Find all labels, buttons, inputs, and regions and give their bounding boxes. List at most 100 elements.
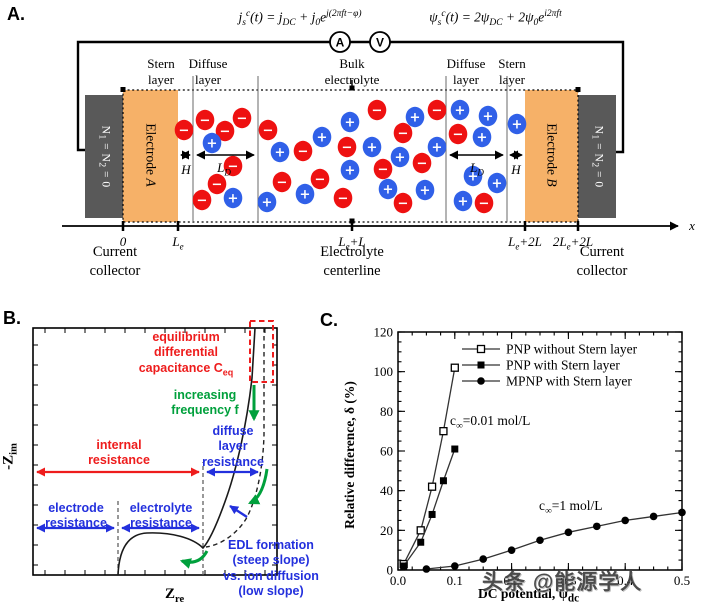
svg-text:+: + [300, 188, 311, 203]
svg-text:−: − [342, 141, 353, 156]
cation-icon: + [507, 113, 527, 135]
svg-text:+: + [477, 131, 488, 146]
axis-tick-le-2l: Le+2L [508, 234, 542, 252]
tick-labels: 0.0 0.1 0.2 0.3 0.4 0.5 0 20 40 60 80 100 120 [374, 325, 691, 589]
diffuse-layer-resistance-annotation: diffuse layer resistance [202, 424, 264, 469]
axis-tick-0: 0 [119, 234, 127, 249]
svg-text:−: − [197, 194, 208, 209]
potential-equation: ψsc(t) = 2ψDC + 2ψ0ei2πft [429, 9, 562, 29]
svg-text:−: − [263, 124, 274, 139]
anion-icon: − [373, 158, 393, 180]
diffuse-layer-label-left: Diffuse layer [188, 56, 228, 87]
collector-condition-right: N1 = N2 = 0 [589, 125, 605, 188]
anion-icon: − [258, 119, 278, 141]
collector-condition-left: N1 = N2 = 0 [96, 125, 112, 188]
svg-text:−: − [432, 104, 443, 119]
capacitance-annotation: equilibrium differential capacitance Ceq [138, 330, 234, 377]
current-collector-left [85, 95, 123, 218]
svg-text:−: − [315, 173, 326, 188]
svg-text:−: − [453, 128, 464, 143]
cation-icon: + [340, 111, 360, 133]
cation-icon: + [295, 183, 315, 205]
cation-icon: + [463, 165, 483, 187]
panel-b-nyquist-plot [32, 320, 278, 576]
svg-text:0.4: 0.4 [617, 573, 634, 588]
debye-length-label-left: LD [217, 160, 231, 178]
panel-b-y-axis-label: -Zim [0, 443, 20, 470]
plot-ticks [33, 328, 277, 575]
anion-icon: − [195, 109, 215, 131]
stern-layer-label-right: Stern layer [498, 56, 526, 87]
svg-text:−: − [237, 112, 248, 127]
watermark: 头条 @能源学人 [482, 571, 643, 594]
svg-text:40: 40 [380, 483, 393, 498]
anion-icon: − [427, 99, 447, 121]
anion-icon: − [333, 187, 353, 209]
svg-text:+: + [275, 146, 286, 161]
impedance-curve [117, 327, 256, 576]
current-collector-caption-right: Current collector [576, 244, 628, 279]
ammeter-icon [329, 31, 351, 53]
anion-icon: − [192, 189, 212, 211]
increasing-frequency-annotation: increasing frequency f [171, 388, 239, 418]
cation-icon: + [340, 159, 360, 181]
capacitance-highlight-box [249, 320, 274, 383]
svg-text:+: + [395, 151, 406, 166]
panel-b-letter: B. [3, 308, 21, 328]
current-collector-right [578, 95, 616, 218]
electrolyte-centerline-caption: Electrolyte centerline [320, 244, 384, 279]
cation-icon: + [312, 126, 332, 148]
x-axis-ticks [121, 221, 580, 231]
cation-icon: + [223, 187, 243, 209]
panel-c-y-axis-label: Relative difference, δ (%) [342, 381, 357, 529]
svg-text:0.5: 0.5 [674, 573, 690, 588]
edl-pointer-arrow [229, 504, 248, 519]
edl-formation-annotation: EDL formation (steep slope) vs. ion diffus… [223, 538, 319, 598]
electrode-b [525, 90, 578, 222]
svg-text:+: + [262, 196, 273, 211]
frequency-curve-arrow-mid [248, 468, 269, 505]
anion-icon: − [272, 171, 292, 193]
svg-text:+: + [345, 116, 356, 131]
internal-resistance-annotation: internal resistance [88, 438, 150, 468]
svg-text:+: + [410, 111, 421, 126]
svg-text:−: − [179, 124, 190, 139]
anion-icon: − [174, 119, 194, 141]
svg-text:+: + [345, 164, 356, 179]
cation-icon: + [362, 136, 382, 158]
electrode-b-label: Electrode B [544, 123, 560, 187]
anion-icon: − [337, 136, 357, 158]
cation-icon: + [450, 99, 470, 121]
anion-icon: − [215, 120, 235, 142]
series-square-open [399, 363, 459, 569]
svg-text:−: − [220, 125, 231, 140]
svg-text:+: + [207, 137, 218, 152]
cation-icon: + [472, 126, 492, 148]
guide-lines [117, 462, 204, 575]
stern-thickness-label-left: H [181, 162, 191, 177]
svg-text:+: + [383, 183, 394, 198]
voltmeter-icon [369, 31, 391, 53]
svg-text:+: + [492, 177, 503, 192]
electrode-a-label: Electrode A [143, 123, 159, 187]
svg-text:+: + [458, 195, 469, 210]
anion-icon: − [412, 152, 432, 174]
svg-text:+: + [468, 170, 479, 185]
svg-text:80: 80 [380, 404, 393, 419]
svg-text:0.1: 0.1 [447, 573, 463, 588]
anion-icon: − [223, 155, 243, 177]
cation-icon: + [202, 132, 222, 154]
concentration-annotation-concentrated: c∞=1 mol/L [539, 498, 603, 517]
svg-text:+: + [228, 192, 239, 207]
anion-icon: − [393, 192, 413, 214]
svg-text:+: + [512, 118, 523, 133]
svg-text:20: 20 [380, 523, 393, 538]
current-equation: jsc(t) = jDC + j0ej(2πft−φ) [238, 9, 362, 29]
svg-text:100: 100 [374, 364, 394, 379]
svg-text:−: − [212, 178, 223, 193]
svg-text:0.3: 0.3 [560, 573, 576, 588]
current-collector-caption-left: Current collector [89, 244, 141, 279]
electrode-a [123, 90, 178, 222]
